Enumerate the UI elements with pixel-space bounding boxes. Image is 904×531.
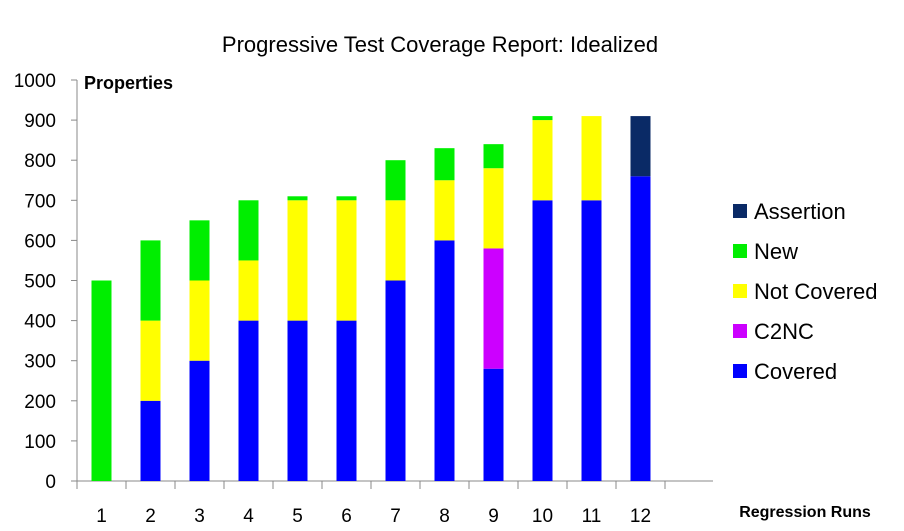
y-tick-label: 400	[24, 312, 56, 333]
bar-covered-run-8	[434, 240, 455, 481]
bar-covered-run-4	[238, 320, 259, 481]
bar-new-run-2	[140, 240, 161, 321]
bar-not-covered-run-5	[287, 200, 308, 321]
bar-not-covered-run-6	[336, 200, 357, 321]
bar-covered-run-11	[581, 200, 602, 482]
y-tick-label: 700	[24, 191, 56, 212]
y-tick-label: 900	[24, 111, 56, 132]
bars	[91, 116, 651, 482]
bar-new-run-7	[385, 160, 406, 201]
bar-new-run-9	[483, 144, 504, 169]
bar-not-covered-run-11	[581, 116, 602, 201]
bar-not-covered-run-7	[385, 200, 406, 281]
chart-title: Progressive Test Coverage Report: Ideali…	[222, 32, 658, 57]
x-tick-label: 7	[390, 506, 401, 527]
bar-new-run-8	[434, 148, 455, 181]
legend-label-c2nc: C2NC	[754, 319, 814, 344]
legend-label-not-covered: Not Covered	[754, 279, 878, 304]
bar-not-covered-run-9	[483, 168, 504, 249]
bar-covered-run-3	[189, 360, 210, 481]
legend-swatch-not-covered	[733, 284, 747, 298]
x-tick-label: 5	[292, 506, 303, 527]
x-tick-label: 8	[439, 506, 450, 527]
legend-swatch-c2nc	[733, 324, 747, 338]
legend: Assertion New Not Covered C2NC Covered	[733, 199, 878, 384]
bar-not-covered-run-2	[140, 320, 161, 401]
x-tick-label: 10	[532, 506, 553, 527]
bar-new-run-10	[532, 116, 553, 121]
x-tick-label: 9	[488, 506, 499, 527]
x-tick-label: 4	[243, 506, 254, 527]
bar-covered-run-5	[287, 320, 308, 481]
x-tick-label: 12	[630, 506, 651, 527]
y-tick-label: 100	[24, 432, 56, 453]
legend-label-covered: Covered	[754, 359, 837, 384]
bar-assertion-run-12	[630, 116, 651, 177]
x-tick-label: 6	[341, 506, 352, 527]
x-tick-label: 1	[96, 506, 107, 527]
x-tick-label: 2	[145, 506, 156, 527]
y-tick-label: 200	[24, 392, 56, 413]
bar-not-covered-run-4	[238, 260, 259, 321]
y-tick-label: 600	[24, 231, 56, 252]
bar-new-run-4	[238, 200, 259, 261]
y-tick-label: 1000	[14, 71, 56, 92]
bar-covered-run-10	[532, 200, 553, 482]
bar-c2nc-run-9	[483, 248, 504, 369]
bar-new-run-5	[287, 196, 308, 201]
y-tick-label: 800	[24, 151, 56, 172]
y-axis-label: Properties	[84, 73, 173, 93]
bar-covered-run-9	[483, 368, 504, 481]
bar-covered-run-7	[385, 280, 406, 481]
bar-covered-run-6	[336, 320, 357, 481]
bar-new-run-3	[189, 220, 210, 281]
legend-swatch-assertion	[733, 204, 747, 218]
x-tick-label: 3	[194, 506, 205, 527]
bar-not-covered-run-10	[532, 120, 553, 201]
legend-label-new: New	[754, 239, 798, 264]
bar-not-covered-run-8	[434, 180, 455, 241]
bar-not-covered-run-3	[189, 280, 210, 361]
legend-swatch-new	[733, 244, 747, 258]
bar-new-run-1	[91, 280, 112, 481]
y-tick-label: 0	[45, 472, 56, 493]
legend-label-assertion: Assertion	[754, 199, 846, 224]
bar-new-run-6	[336, 196, 357, 201]
y-tick-label: 500	[24, 272, 56, 293]
x-axis-label: Regression Runs	[739, 504, 871, 521]
y-tick-label: 300	[24, 352, 56, 373]
bar-covered-run-2	[140, 400, 161, 481]
bar-covered-run-12	[630, 176, 651, 482]
x-tick-label: 11	[582, 506, 602, 527]
legend-swatch-covered	[733, 364, 747, 378]
